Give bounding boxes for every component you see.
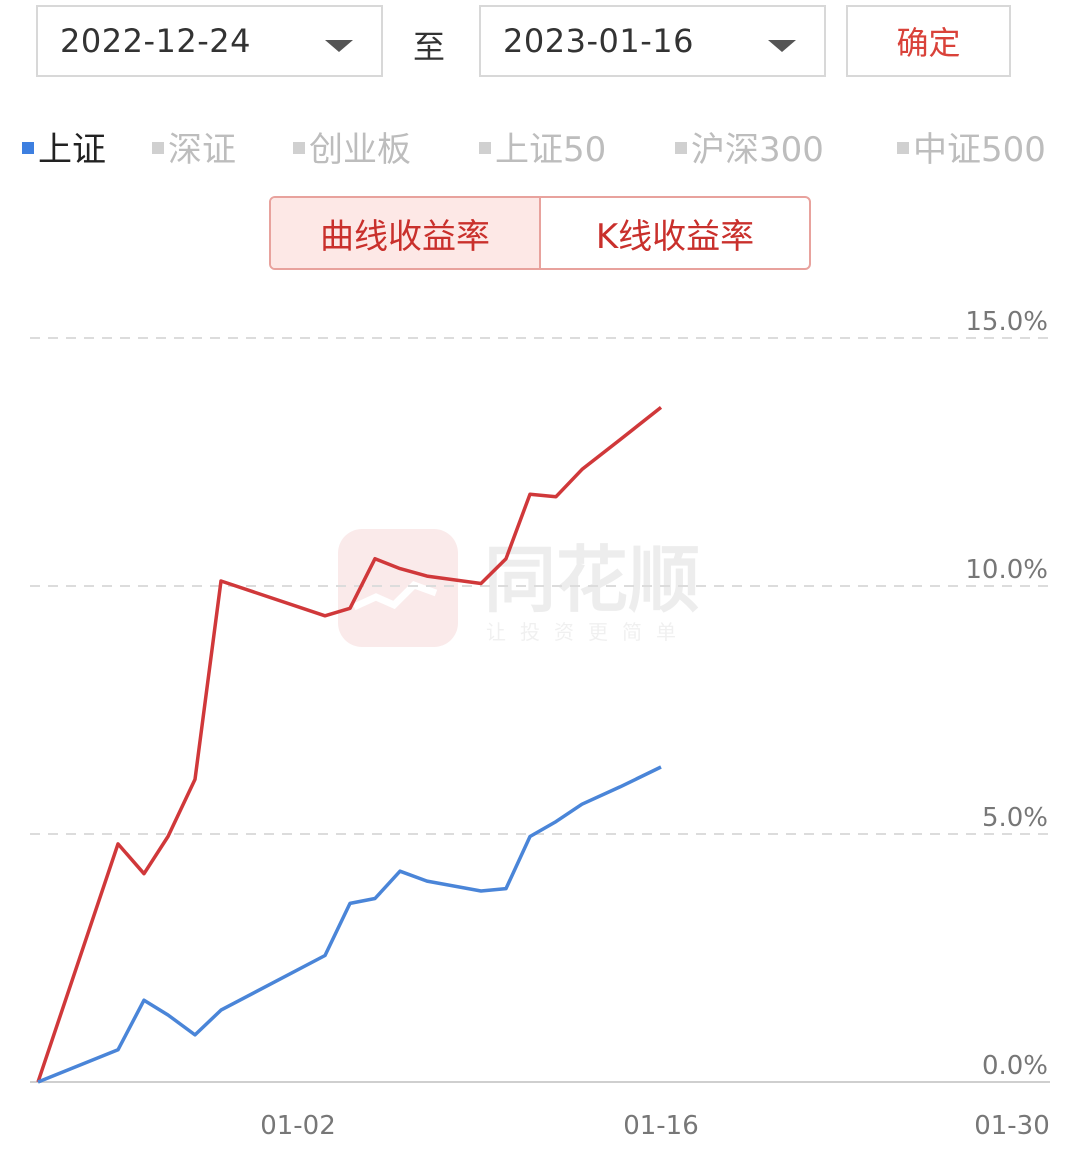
confirm-button[interactable]: 确定: [846, 5, 1011, 77]
watermark-brand: 同花顺: [484, 538, 700, 622]
tab-csi300[interactable]: 沪深300: [675, 122, 824, 171]
start-date-select[interactable]: 2022-12-24: [36, 5, 383, 77]
legend-square-icon: [22, 141, 34, 154]
tab-chinext[interactable]: 创业板: [293, 122, 411, 171]
start-date-value: 2022-12-24: [60, 22, 251, 60]
watermark-trend-icon: [352, 580, 438, 611]
watermark-badge-icon: [338, 529, 458, 647]
legend-square-icon: [293, 141, 305, 154]
watermark-slogan: 让投资更简单: [486, 620, 690, 644]
end-date-select[interactable]: 2023-01-16: [479, 5, 826, 77]
chevron-down-icon: [325, 40, 353, 52]
date-separator: 至: [413, 28, 446, 66]
legend-square-icon: [479, 141, 491, 154]
tab-sse50[interactable]: 上证50: [479, 122, 606, 171]
x-tick-label: 01-30: [974, 1111, 1050, 1141]
kline-return-button[interactable]: K线收益率: [595, 216, 755, 257]
y-tick-label: 0.0%: [982, 1051, 1048, 1081]
tab-shenzhen[interactable]: 深证: [152, 122, 236, 171]
x-tick-label: 01-02: [260, 1111, 336, 1141]
legend-square-icon: [897, 141, 909, 154]
y-tick-label: 5.0%: [982, 803, 1048, 833]
legend-square-icon: [675, 141, 687, 154]
series-line-blue: [37, 765, 662, 1084]
tab-csi500[interactable]: 中证500: [897, 122, 1046, 171]
y-tick-label: 15.0%: [965, 307, 1048, 337]
legend-square-icon: [152, 141, 164, 154]
index-tabs: 上证 深证 创业板 上证50 沪深300 中证500: [0, 122, 1080, 172]
tab-shanghai[interactable]: 上证: [22, 122, 106, 171]
return-mode-toggle: 曲线收益率 K线收益率: [269, 196, 811, 270]
watermark-logo: 同花顺 让投资更简单: [338, 529, 700, 647]
chevron-down-icon: [768, 40, 796, 52]
y-tick-label: 10.0%: [965, 555, 1048, 585]
series-line-red: [36, 406, 663, 1083]
curve-return-button[interactable]: 曲线收益率: [271, 198, 541, 268]
return-chart: 0.0% 5.0% 10.0% 15.0% 01-02 01-16 01-30: [30, 307, 1050, 1141]
end-date-value: 2023-01-16: [503, 22, 694, 60]
x-tick-label: 01-16: [623, 1111, 699, 1141]
